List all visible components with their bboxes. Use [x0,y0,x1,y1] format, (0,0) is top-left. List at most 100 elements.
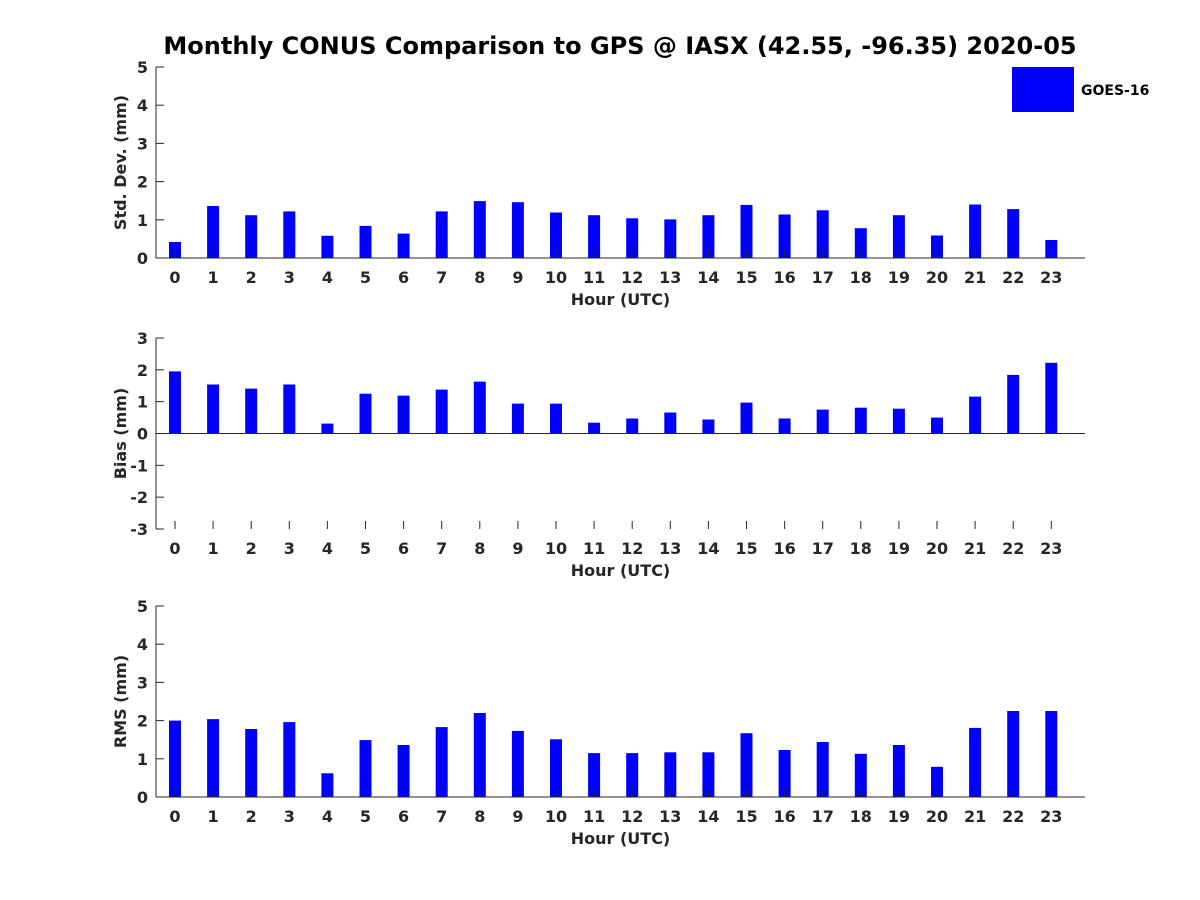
y-tick-label: 1 [137,750,148,769]
x-tick-label: 12 [621,539,643,558]
y-tick-label: 3 [137,673,148,692]
y-tick-label: -2 [130,488,148,507]
bar-hour-0 [169,720,181,797]
x-tick-label: 0 [169,539,180,558]
bar-hour-4 [321,773,334,797]
y-tick-label: 1 [137,211,148,230]
bar-hour-2 [245,388,258,434]
x-tick-label: 13 [659,807,681,826]
x-tick-label: 3 [284,539,295,558]
bar-hour-23 [1045,240,1058,258]
bar-hour-12 [626,218,639,258]
x-tick-label: 11 [583,268,605,287]
x-tick-label: 2 [246,539,257,558]
y-tick-label: 0 [137,425,148,444]
x-tick-label: 17 [812,268,834,287]
y-tick-label: 1 [137,393,148,412]
bar-hour-15 [740,733,753,797]
y-tick-label: 3 [137,134,148,153]
bar-hour-22 [1007,374,1020,434]
bar-hour-21 [969,396,982,434]
x-tick-label: 13 [659,539,681,558]
x-tick-label: 1 [208,807,219,826]
x-tick-label: 22 [1002,268,1024,287]
bar-hour-11 [588,215,601,258]
legend-swatch [1012,67,1074,112]
x-tick-label: 1 [208,539,219,558]
bar-hour-0 [169,371,181,434]
bar-hour-17 [816,409,829,434]
bar-hour-12 [626,753,639,797]
bar-hour-6 [397,745,410,797]
x-tick-label: 2 [246,807,257,826]
bar-hour-12 [626,418,639,434]
bar-hour-16 [778,214,791,258]
bar-hour-13 [664,219,677,258]
y-tick-label: 5 [137,597,148,616]
x-tick-label: 15 [735,268,757,287]
y-axis-label: RMS (mm) [111,655,130,748]
x-tick-label: 13 [659,268,681,287]
y-tick-label: 2 [137,173,148,192]
x-tick-label: 10 [545,268,567,287]
bar-hour-11 [588,422,601,434]
bar-hour-7 [435,727,448,797]
x-tick-label: 20 [926,539,948,558]
bar-hour-2 [245,215,258,258]
bar-hour-20 [931,235,943,258]
x-tick-label: 23 [1040,268,1062,287]
x-tick-label: 7 [436,539,447,558]
bar-hour-14 [702,752,715,797]
x-tick-label: 4 [322,268,333,287]
x-tick-label: 23 [1040,807,1062,826]
x-tick-label: 17 [812,807,834,826]
y-tick-label: 4 [137,635,148,654]
y-tick-label: 2 [137,361,148,380]
x-tick-label: 4 [322,539,333,558]
x-tick-label: 14 [697,268,719,287]
bar-hour-11 [588,753,601,797]
x-tick-label: 17 [812,539,834,558]
x-tick-label: 4 [322,807,333,826]
bar-hour-7 [435,389,448,434]
x-tick-label: 7 [436,807,447,826]
bar-hour-14 [702,215,715,258]
bar-hour-8 [473,713,486,797]
bar-hour-1 [207,206,220,258]
bar-hour-9 [511,202,524,258]
x-tick-label: 19 [888,807,910,826]
y-tick-label: 5 [137,58,148,77]
x-tick-label: 6 [398,539,409,558]
bar-hour-9 [511,403,524,434]
x-tick-label: 21 [964,268,986,287]
x-tick-label: 18 [850,539,872,558]
bar-hour-10 [550,403,562,434]
x-tick-label: 18 [850,807,872,826]
y-tick-label: 3 [137,329,148,348]
x-tick-label: 16 [773,807,795,826]
y-tick-label: -3 [130,520,148,539]
x-tick-label: 7 [436,268,447,287]
bar-hour-5 [359,225,372,258]
y-axis-label: Std. Dev. (mm) [111,95,130,230]
x-tick-label: 8 [474,268,485,287]
bar-hour-9 [511,730,524,797]
x-tick-label: 14 [697,807,719,826]
bar-hour-18 [854,228,867,258]
x-axis-label: Hour (UTC) [571,561,671,580]
bar-hour-23 [1045,362,1058,434]
bar-hour-8 [473,381,486,434]
y-tick-label: 0 [137,788,148,807]
bar-hour-18 [854,753,867,797]
chart-title: Monthly CONUS Comparison to GPS @ IASX (… [163,32,1076,60]
x-tick-label: 9 [512,539,523,558]
y-tick-label: 2 [137,712,148,731]
x-tick-label: 2 [246,268,257,287]
x-tick-label: 20 [926,807,948,826]
bar-hour-21 [969,727,982,797]
x-tick-label: 14 [697,539,719,558]
x-tick-label: 21 [964,807,986,826]
x-tick-label: 9 [512,807,523,826]
bar-hour-16 [778,750,791,797]
